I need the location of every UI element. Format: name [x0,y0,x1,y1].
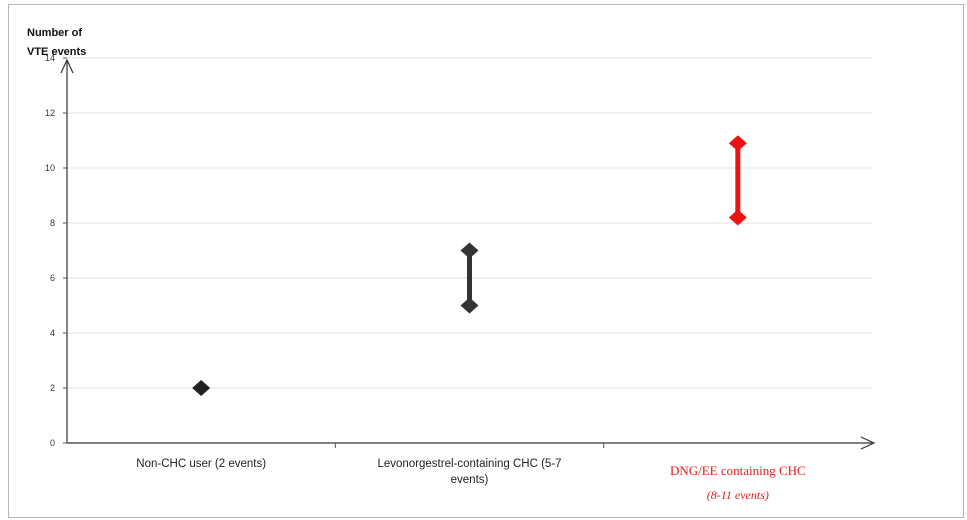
y-tick-label: 4 [50,328,55,338]
x-ticks [334,443,605,448]
y-ticks: 0 2 4 6 8 10 12 14 [45,53,67,448]
x-axis-arrow [860,436,876,450]
y-axis-arrow [60,58,74,74]
y-tick-label: 10 [45,163,55,173]
point-marker [192,380,211,396]
range-high-marker [460,242,479,259]
category-label: events) [451,474,489,486]
category-label: DNG/EE containing CHC [670,463,806,478]
axes [60,58,876,450]
range-low-marker [728,209,747,226]
chart-frame [8,4,964,518]
range-low-marker [460,297,479,314]
gridlines [67,57,872,389]
y-axis-title-line2: VTE events [27,46,86,58]
y-tick-label: 8 [50,218,55,228]
category-label: (8-11 events) [707,488,769,502]
y-tick-label: 14 [45,53,55,63]
y-axis-title-line1: Number of [27,27,82,39]
y-tick-label: 0 [50,438,55,448]
data-marks [192,135,747,396]
category-label: Levonorgestrel-containing CHC (5-7 [377,458,561,470]
y-tick-label: 6 [50,273,55,283]
category-labels: Non-CHC user (2 events) Levonorgestrel-co… [136,458,805,502]
category-label: Non-CHC user (2 events) [136,458,266,470]
range-high-marker [728,135,747,152]
y-tick-label: 2 [50,383,55,393]
y-tick-label: 12 [45,108,55,118]
